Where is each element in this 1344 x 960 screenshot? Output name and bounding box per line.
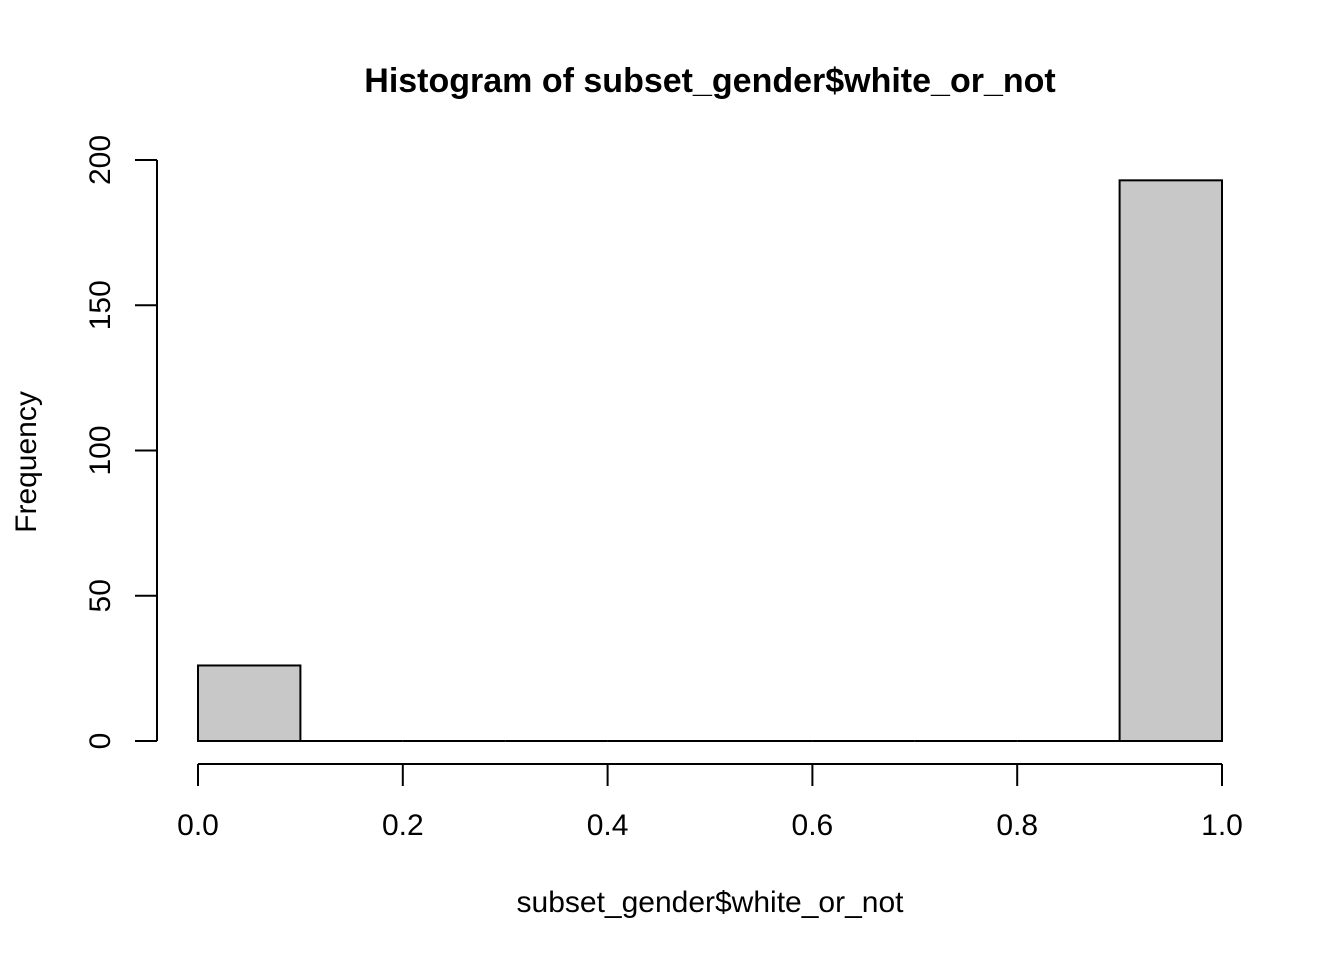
- x-tick-label: 1.0: [1201, 809, 1243, 842]
- x-tick-label: 0.8: [996, 809, 1038, 842]
- bars-group: [197, 179, 1223, 742]
- x-axis: 0.0 0.2 0.4 0.6 0.8 1.0: [177, 763, 1243, 842]
- chart-title: Histogram of subset_gender$white_or_not: [364, 62, 1055, 100]
- y-tick-label: 200: [84, 135, 117, 185]
- y-tick-label: 0: [84, 733, 117, 750]
- x-tick-label: 0.0: [177, 809, 219, 842]
- x-tick-label: 0.6: [792, 809, 834, 842]
- x-tick-label: 0.4: [587, 809, 629, 842]
- histogram-bar: [197, 664, 302, 742]
- x-axis-label: subset_gender$white_or_not: [517, 886, 905, 919]
- y-tick-label: 150: [84, 280, 117, 330]
- y-tick-label: 50: [84, 579, 117, 612]
- x-tick-label: 0.2: [382, 809, 424, 842]
- histogram-bar: [1118, 179, 1223, 742]
- y-axis: 0 50 100 150 200: [84, 135, 158, 750]
- y-tick-label: 100: [84, 425, 117, 475]
- y-axis-label: Frequency: [10, 391, 43, 533]
